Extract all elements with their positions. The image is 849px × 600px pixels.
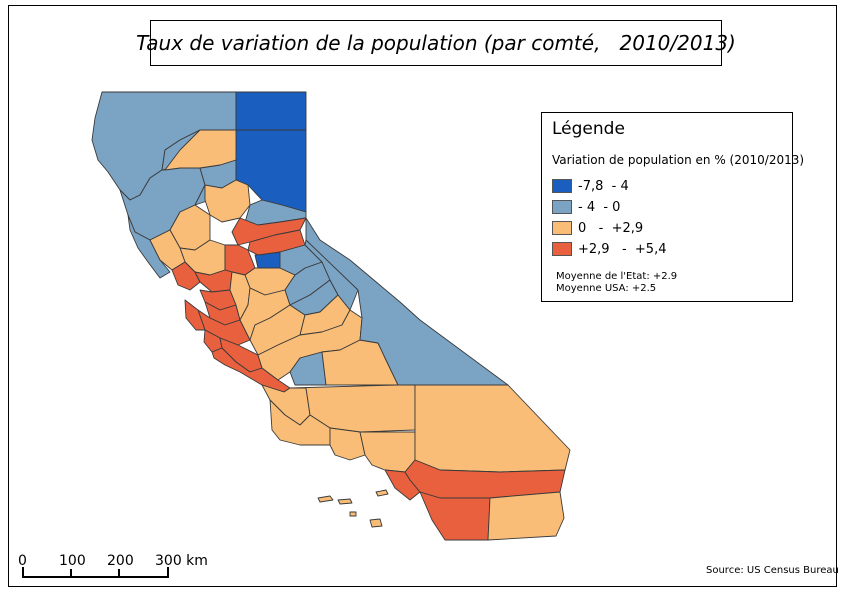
map-frame: [8, 5, 837, 587]
legend-note-usa-average: Moyenne USA: +2.5: [556, 283, 657, 294]
legend-swatch: [552, 242, 572, 256]
legend: Légende Variation de population en % (20…: [541, 112, 804, 302]
island-4: [369, 518, 383, 528]
island-5: [349, 511, 357, 517]
island-3: [375, 489, 389, 497]
legend-item: 0 - +2,9: [552, 220, 643, 236]
map-title: Taux de variation de la population (par …: [136, 31, 736, 55]
legend-subtitle: Variation de population en % (2010/2013): [552, 153, 805, 167]
county-san-mateo: [184, 299, 206, 331]
scale-tick-label: 100: [59, 553, 86, 569]
legend-label: 0 - +2,9: [578, 220, 644, 236]
scale-tick-label: 300 km: [155, 553, 208, 569]
legend-swatch: [552, 221, 572, 235]
legend-swatch: [552, 179, 572, 193]
county-inyo: [305, 217, 509, 386]
source-credit: Source: US Census Bureau: [706, 565, 839, 576]
island-1: [317, 495, 334, 503]
scale-tick-label: 0: [18, 553, 27, 569]
legend-item: - 4 - 0: [552, 199, 620, 215]
county-plumas: [164, 129, 237, 171]
legend-label: +2,9 - +5,4: [578, 241, 667, 257]
island-2: [337, 498, 353, 505]
county-mendocino: [127, 214, 171, 279]
scale-tick-label: 200: [107, 553, 134, 569]
legend-label: - 4 - 0: [578, 199, 621, 215]
legend-item: +2,9 - +5,4: [552, 241, 667, 257]
legend-title: Légende: [552, 119, 625, 139]
legend-item: -7,8 - 4: [552, 178, 629, 194]
county-butte: [204, 179, 251, 223]
legend-swatch: [552, 200, 572, 214]
county-imperial: [487, 491, 565, 541]
map-title-box: Taux de variation de la population (par …: [136, 20, 736, 66]
legend-label: -7,8 - 4: [578, 178, 629, 194]
legend-note-state-average: Moyenne de l'Etat: +2.9: [556, 271, 678, 282]
